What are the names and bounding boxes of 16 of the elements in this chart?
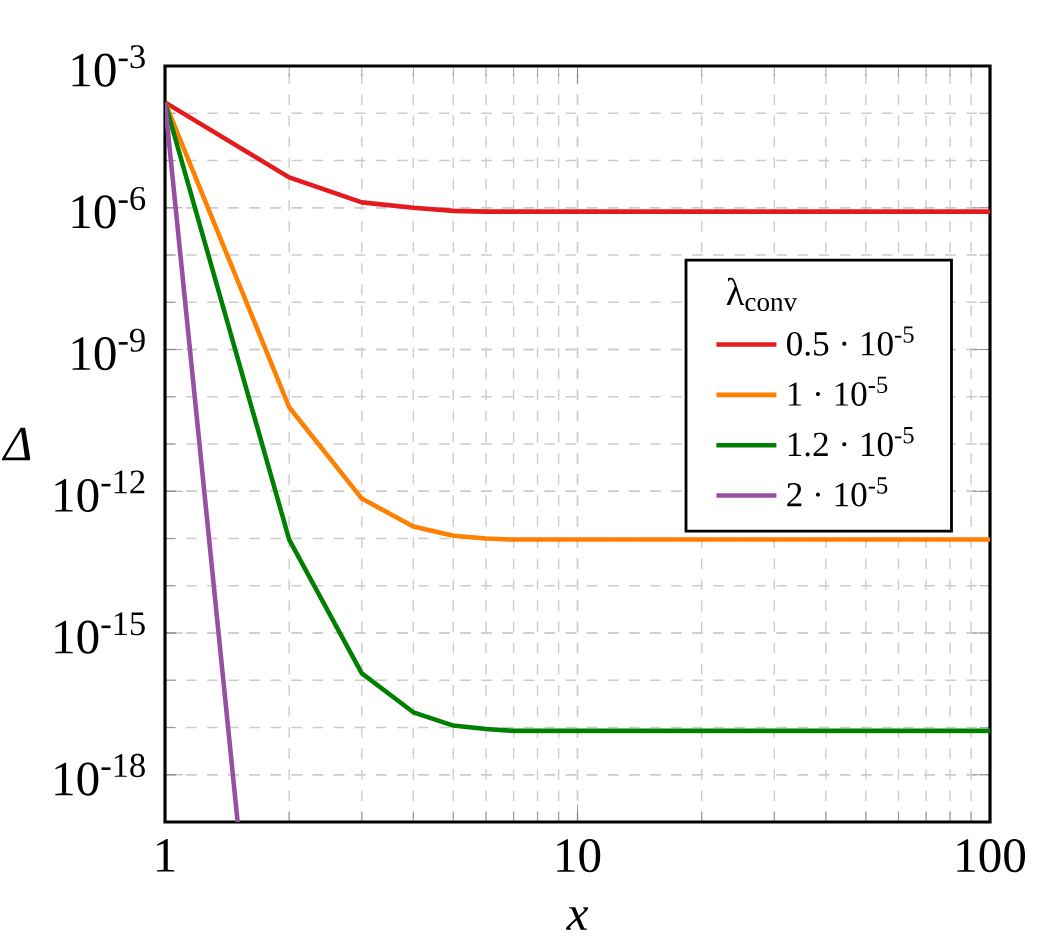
- x-tick-label: 100: [957, 839, 1026, 873]
- x-tick-label: 10: [557, 839, 601, 873]
- y-tick-label: 10$^{-6}$: [72, 186, 146, 229]
- y-axis-title: Δ: [1, 427, 31, 461]
- x-tick-label: 1: [157, 839, 175, 872]
- y-tick-label: 10$^{-3}$: [72, 45, 145, 87]
- legend-label: 2 · 10$^{-5}$: [787, 477, 888, 507]
- legend-label: 0.5 · 10$^{-5}$: [787, 326, 914, 356]
- y-tick-label: 10$^{-9}$: [72, 328, 145, 371]
- y-tick-label: 10$^{-15}$: [55, 612, 145, 654]
- legend-title: λ$_{conv}$: [726, 277, 798, 312]
- legend-label: 1.2 · 10$^{-5}$: [788, 427, 914, 457]
- x-axis-title: x: [565, 907, 589, 930]
- y-tick-label: 10$^{-12}$: [55, 470, 145, 513]
- legend-label: 1 · 10$^{-5}$: [788, 376, 888, 406]
- y-tick-label: 10$^{-18}$: [55, 753, 145, 796]
